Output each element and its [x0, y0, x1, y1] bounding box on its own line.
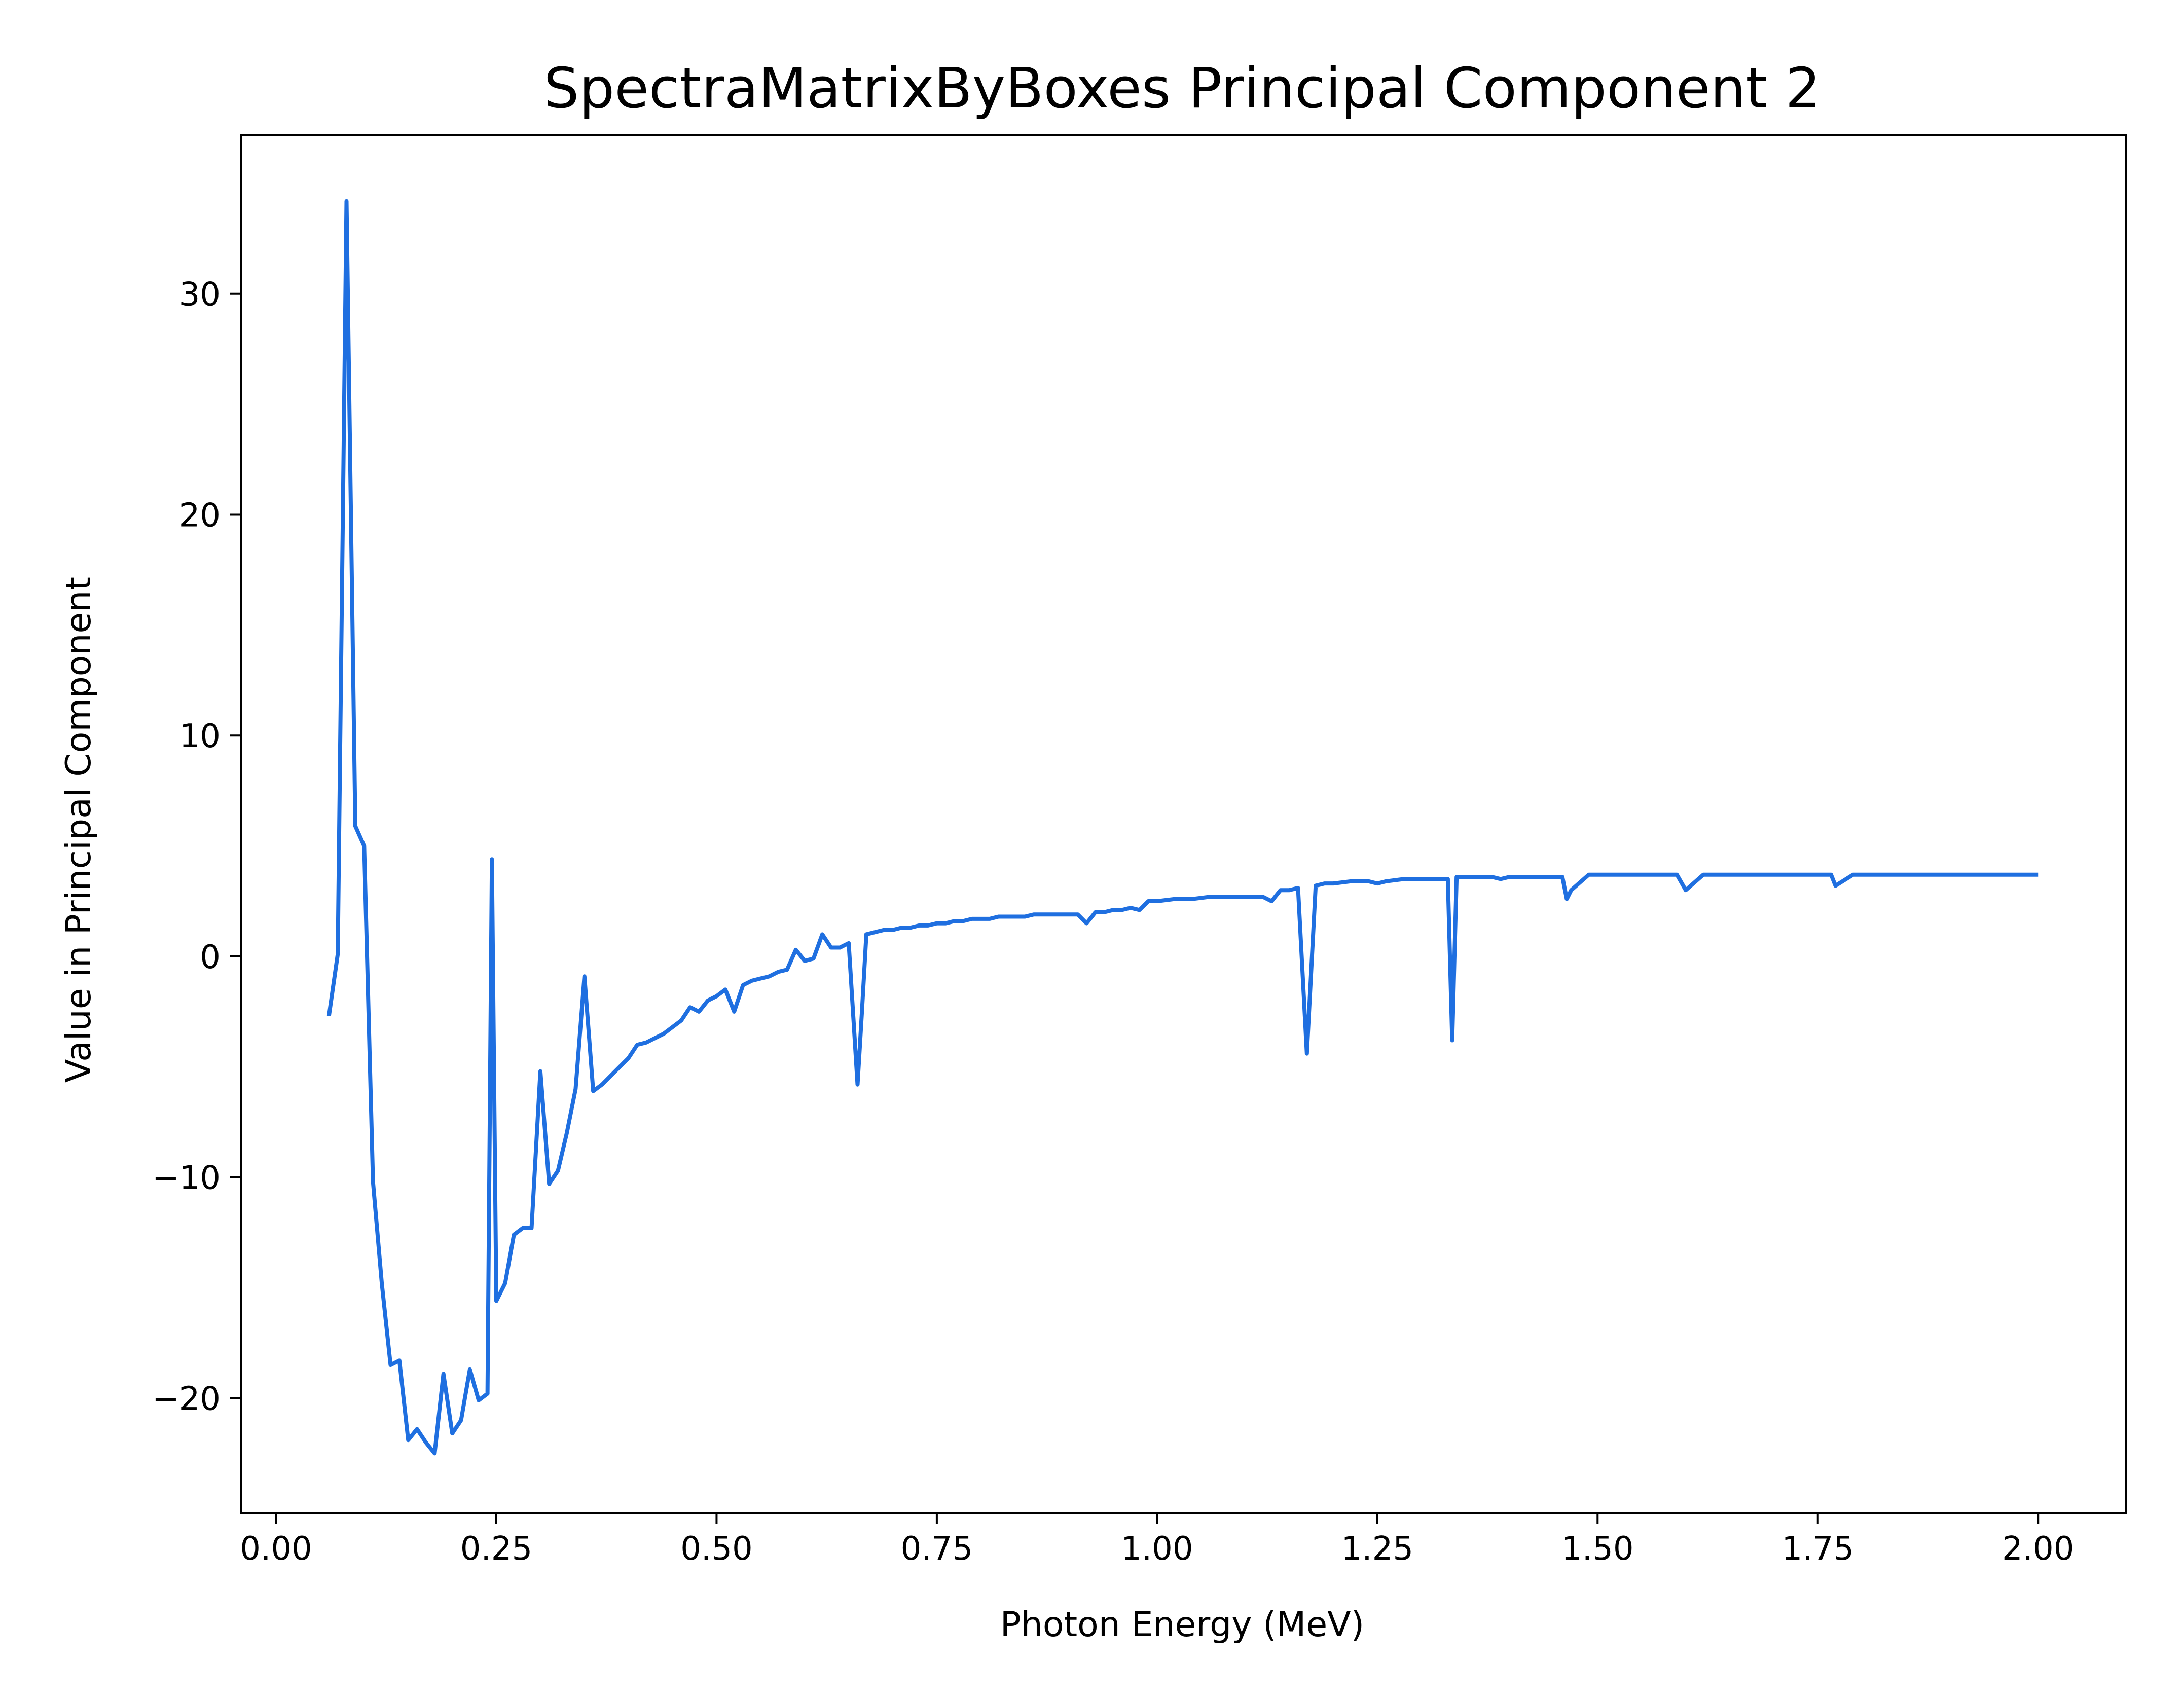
y-axis-title: Value in Principal Component — [59, 577, 99, 1083]
y-tick-label: 10 — [179, 718, 221, 755]
x-tick-label: 0.00 — [240, 1530, 312, 1568]
x-tick-label: 1.50 — [1561, 1530, 1634, 1568]
y-tick-label: −20 — [152, 1380, 221, 1418]
x-axis-title: Photon Energy (MeV) — [1000, 1605, 1364, 1645]
x-tick-label: 0.25 — [460, 1530, 533, 1568]
x-tick-label: 0.75 — [901, 1530, 973, 1568]
x-tick-label: 1.25 — [1341, 1530, 1414, 1568]
x-tick-label: 1.00 — [1121, 1530, 1193, 1568]
x-tick-label: 0.50 — [680, 1530, 753, 1568]
y-tick-label: 0 — [200, 939, 221, 976]
plot-area: 0.00 0.25 0.50 0.75 1.00 1.25 1.50 1.75 2.00 −20 −… — [152, 134, 2127, 1568]
x-tick-label: 1.75 — [1782, 1530, 1854, 1568]
y-tick-label: 20 — [179, 497, 221, 534]
series-line-0 — [326, 199, 2039, 1456]
chart-title: SpectraMatrixByBoxes Principal Component… — [544, 56, 1821, 121]
plot-frame — [240, 134, 2127, 1514]
y-tick-label: 30 — [179, 276, 221, 314]
x-tick-label: 2.00 — [2002, 1530, 2074, 1568]
y-tick-label: −10 — [152, 1160, 221, 1197]
